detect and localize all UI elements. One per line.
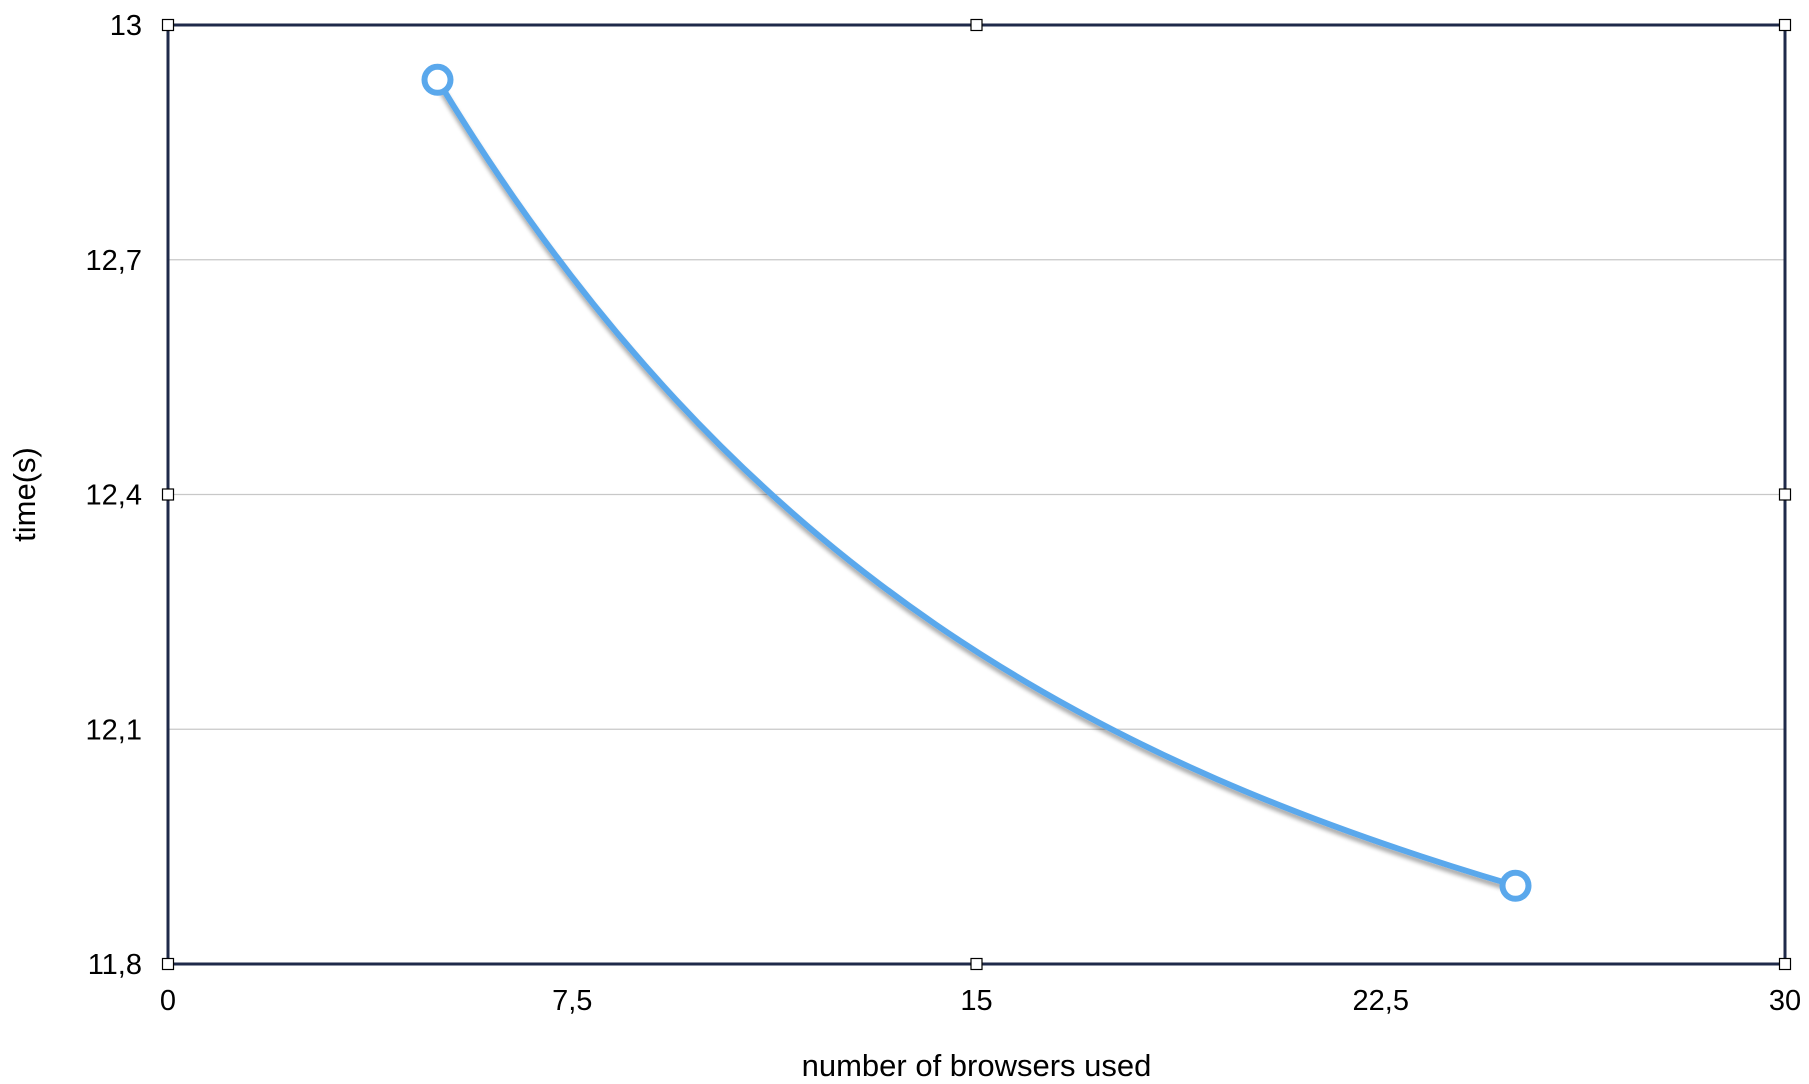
x-tick-label: 0 <box>160 985 176 1017</box>
resize-handle[interactable] <box>161 18 175 32</box>
data-point-marker <box>1499 869 1532 902</box>
resize-handle[interactable] <box>1778 957 1792 971</box>
selection-handles <box>161 18 1792 971</box>
series <box>421 63 1532 902</box>
y-tick-label: 12,7 <box>86 245 142 277</box>
x-tick-label: 22,5 <box>1353 985 1409 1017</box>
resize-handle[interactable] <box>161 488 175 501</box>
x-axis-tick-labels: 0 7,5 15 22,5 30 <box>160 985 1801 1017</box>
resize-handle[interactable] <box>970 957 983 971</box>
y-axis-tick-labels: 11,8 12,1 12,4 12,7 13 <box>86 10 142 981</box>
y-tick-label: 11,8 <box>88 949 142 981</box>
resize-handle[interactable] <box>970 18 983 32</box>
resize-handle[interactable] <box>1778 18 1792 32</box>
series-line <box>434 76 1519 889</box>
resize-handle[interactable] <box>161 957 175 971</box>
resize-handle[interactable] <box>1778 488 1792 501</box>
x-axis-title: number of browsers used <box>802 1048 1152 1083</box>
y-tick-label: 12,4 <box>86 480 142 512</box>
data-point-marker <box>421 63 454 96</box>
y-axis-title: time(s) <box>7 447 42 542</box>
gridlines <box>168 259 1785 730</box>
y-tick-label: 12,1 <box>86 714 142 746</box>
x-tick-label: 7,5 <box>552 985 592 1017</box>
y-tick-label: 13 <box>110 10 142 42</box>
x-tick-label: 30 <box>1769 985 1801 1017</box>
x-tick-label: 15 <box>960 985 992 1017</box>
